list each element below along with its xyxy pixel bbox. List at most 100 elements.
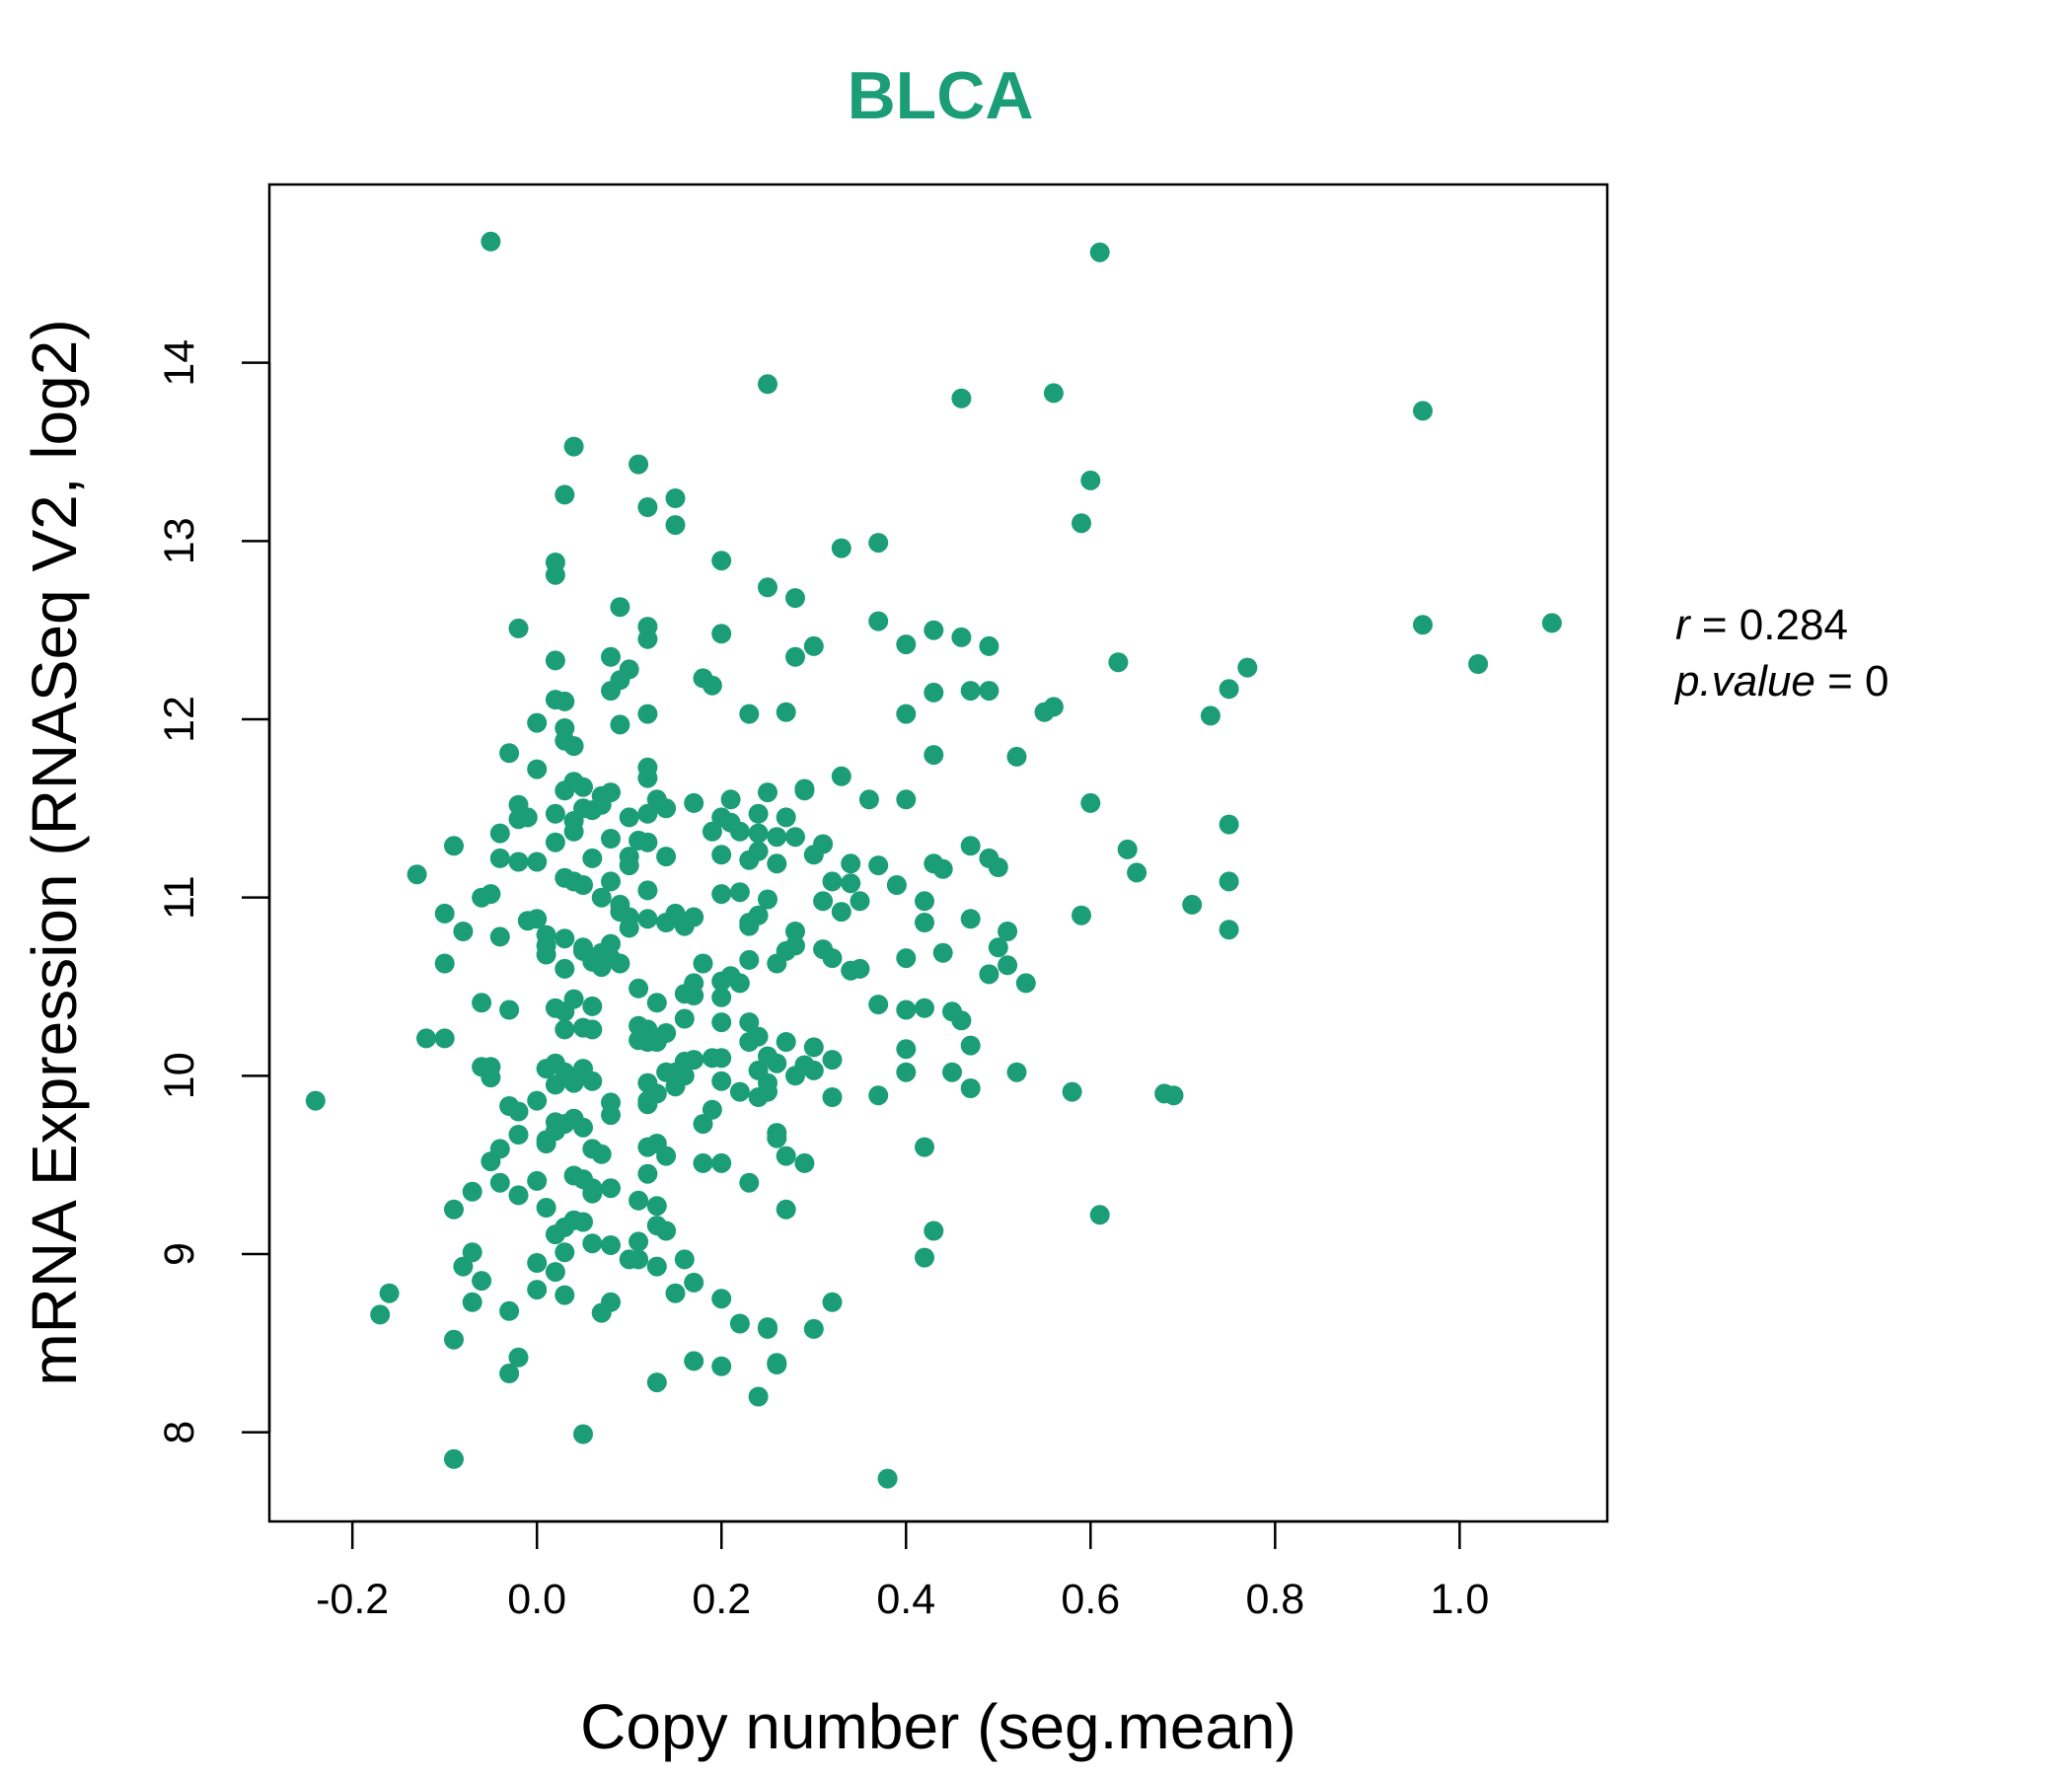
data-point <box>527 1253 548 1273</box>
data-point <box>619 807 639 828</box>
data-point <box>693 953 713 974</box>
data-point <box>1072 513 1091 534</box>
data-point <box>637 629 658 649</box>
data-point <box>960 909 981 929</box>
data-point <box>868 611 889 631</box>
data-point <box>555 1019 575 1040</box>
data-point <box>896 999 917 1020</box>
data-point <box>646 1256 667 1277</box>
data-point <box>444 1199 464 1220</box>
data-point <box>555 958 575 979</box>
data-point <box>656 847 677 867</box>
data-point <box>527 1090 548 1111</box>
data-point <box>1043 697 1064 717</box>
data-point <box>932 942 953 963</box>
data-point <box>508 851 529 872</box>
data-point <box>591 794 612 815</box>
data-point <box>822 948 843 969</box>
data-point <box>1117 839 1138 859</box>
data-point <box>674 916 695 936</box>
data-point <box>536 1059 556 1079</box>
data-point <box>684 1272 704 1293</box>
data-point <box>545 564 565 585</box>
data-point <box>1200 705 1221 726</box>
data-point <box>637 880 658 901</box>
y-tick-label: 8 <box>156 1421 203 1444</box>
data-point <box>831 766 851 786</box>
data-point <box>582 848 603 868</box>
data-point <box>684 792 704 813</box>
data-point <box>656 913 677 932</box>
data-point <box>711 1356 732 1376</box>
data-point <box>915 1247 934 1268</box>
data-point <box>1219 871 1239 892</box>
x-axis: -0.2 0.0 0.2 0.4 0.6 0.8 1.0 <box>316 1519 1489 1623</box>
data-point <box>444 1329 464 1350</box>
data-point <box>729 1081 750 1102</box>
data-point <box>684 1050 704 1071</box>
data-point <box>582 996 603 1016</box>
data-point <box>960 1035 981 1056</box>
data-point <box>1219 814 1239 835</box>
data-point <box>988 937 1008 958</box>
data-point <box>601 871 621 892</box>
data-points <box>305 231 1562 1489</box>
data-point <box>601 1235 621 1255</box>
data-point <box>693 1114 713 1135</box>
data-point <box>527 1170 548 1191</box>
data-point <box>527 1280 548 1300</box>
data-point <box>739 703 760 724</box>
data-point <box>582 1233 603 1254</box>
data-point <box>767 827 787 848</box>
data-point <box>573 875 593 895</box>
data-point <box>841 873 861 894</box>
data-point <box>785 588 805 609</box>
data-point <box>674 1008 695 1029</box>
data-point <box>637 909 658 929</box>
data-point <box>794 1152 815 1173</box>
data-point <box>822 1292 843 1312</box>
data-point <box>1080 470 1101 490</box>
data-point <box>711 884 732 905</box>
data-point <box>434 903 455 924</box>
data-point <box>637 703 658 724</box>
data-point <box>1219 920 1239 940</box>
data-point <box>924 620 944 640</box>
data-point <box>582 1183 603 1204</box>
data-point <box>1043 383 1064 404</box>
data-point <box>767 1355 787 1374</box>
correlation-r: r = 0.284 <box>1675 601 1848 649</box>
data-point <box>1127 862 1147 883</box>
data-point <box>915 891 934 912</box>
data-point <box>988 857 1008 877</box>
data-point <box>563 436 584 457</box>
data-point <box>601 681 621 702</box>
data-point <box>684 986 704 1005</box>
y-tick-label: 12 <box>156 696 203 743</box>
data-point <box>637 832 658 852</box>
data-point <box>960 836 981 856</box>
data-point <box>711 971 732 992</box>
data-point <box>489 848 510 868</box>
data-point <box>508 618 529 638</box>
data-point <box>748 803 769 824</box>
data-point <box>637 1163 658 1184</box>
data-point <box>960 1078 981 1098</box>
data-point <box>555 1285 575 1305</box>
r-value: = 0.284 <box>1690 601 1848 649</box>
data-point <box>591 1302 612 1323</box>
data-point <box>481 1068 501 1088</box>
data-point <box>1015 973 1036 994</box>
data-point <box>573 777 593 797</box>
data-point <box>758 782 777 803</box>
y-axis: 8 9 10 11 12 13 14 <box>156 339 271 1444</box>
data-point <box>601 829 621 849</box>
data-point <box>545 1224 565 1245</box>
data-point <box>1089 1205 1110 1225</box>
data-point <box>674 1249 695 1270</box>
data-point <box>481 231 501 252</box>
data-point <box>1006 1062 1027 1082</box>
data-point <box>591 887 612 908</box>
data-point <box>803 1060 824 1080</box>
data-point <box>637 803 658 824</box>
